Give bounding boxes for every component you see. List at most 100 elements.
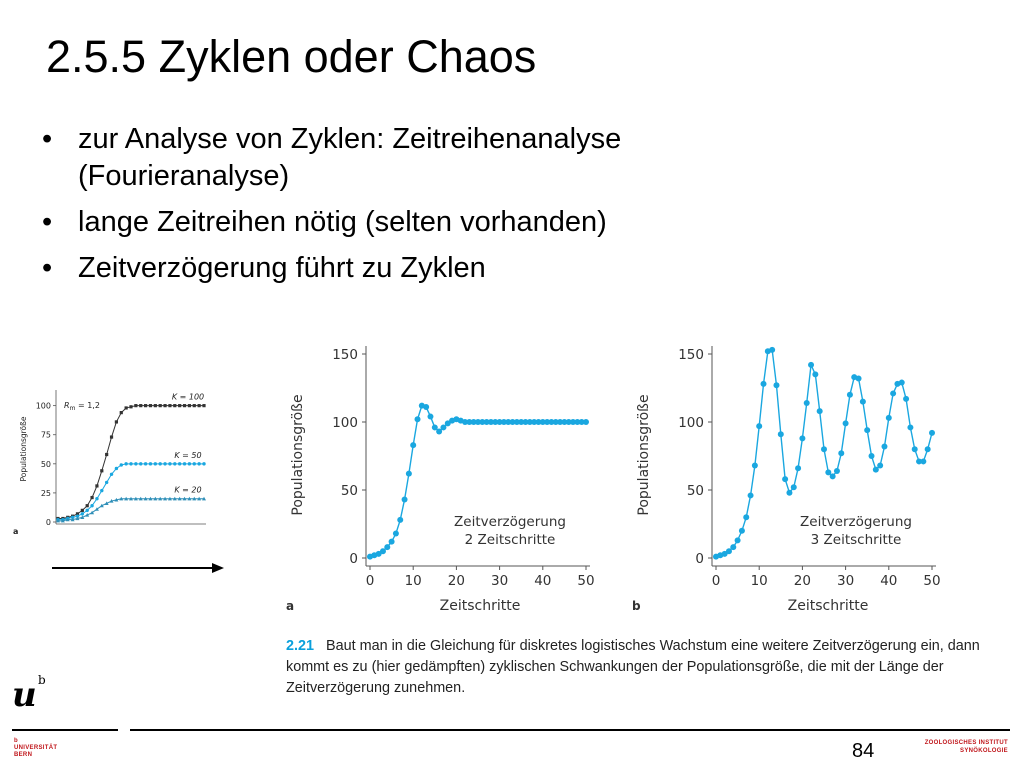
small-data-point: [75, 512, 80, 516]
small-data-point: [202, 404, 206, 408]
small-k-label: K = 50: [174, 451, 201, 460]
data-point: [570, 419, 577, 425]
data-point: [483, 419, 490, 425]
footer-rule-left: [12, 729, 118, 731]
data-point: [496, 419, 503, 425]
data-point: [760, 380, 767, 387]
small-data-point: [173, 404, 177, 408]
data-point: [392, 530, 399, 537]
y-tick-label: 150: [332, 347, 358, 363]
small-data-point: [100, 469, 104, 473]
data-point: [388, 538, 395, 545]
data-point: [427, 413, 434, 420]
chart-b-ylabel: Populationsgröße: [636, 394, 652, 515]
data-point: [384, 544, 391, 551]
data-point: [868, 453, 875, 459]
chart-a: Populationsgröße Zeitschritte a Zeitverz…: [282, 336, 612, 622]
caption-text: Baut man in die Gleichung für diskretes …: [286, 638, 980, 696]
data-point: [405, 470, 412, 477]
small-data-point: [100, 488, 104, 493]
data-point: [561, 419, 568, 425]
data-point: [375, 550, 382, 557]
data-point: [578, 419, 585, 425]
data-point: [539, 419, 546, 425]
small-data-point: [80, 508, 84, 512]
data-point: [782, 476, 789, 483]
chart-a-panel-label: a: [286, 599, 294, 613]
data-point: [790, 484, 797, 491]
data-point: [565, 419, 572, 425]
small-data-point: [109, 472, 114, 476]
small-data-point: [177, 462, 182, 466]
data-point: [808, 361, 815, 368]
data-point: [747, 492, 754, 499]
data-point: [842, 420, 849, 427]
small-data-point: [153, 496, 158, 501]
small-data-point: [70, 517, 75, 522]
small-data-point: [104, 480, 109, 485]
small-data-point: [187, 496, 192, 501]
x-tick-label: 10: [751, 573, 768, 589]
bullet-symbol: •: [42, 252, 53, 284]
small-data-point: [187, 404, 191, 408]
small-data-point: [124, 496, 129, 501]
small-logistic-chart: Populationsgröße a Rm = 1,2 0 25 50 75 100 K …: [6, 372, 218, 542]
small-data-point: [114, 466, 119, 471]
small-data-point: [148, 404, 153, 408]
small-data-point: [109, 499, 114, 503]
data-point: [756, 423, 763, 430]
small-data-point: [95, 497, 99, 501]
data-point: [509, 419, 516, 425]
chart-b: Populationsgröße Zeitschritte b Zeitverz…: [628, 336, 958, 622]
footer-rule-right: [130, 729, 1010, 731]
small-data-point: [94, 507, 99, 511]
data-point: [838, 450, 845, 457]
data-point: [548, 419, 555, 425]
data-point: [833, 467, 840, 474]
small-data-point: [172, 496, 177, 501]
small-data-point: [119, 463, 123, 467]
right-arrow-icon: [52, 563, 224, 573]
small-data-point: [158, 404, 162, 408]
small-data-point: [104, 501, 109, 505]
small-data-point: [139, 404, 143, 408]
small-y-tick-label: 25: [41, 489, 51, 498]
data-point: [500, 419, 507, 425]
data-point: [725, 548, 732, 555]
small-data-point: [167, 496, 172, 501]
small-data-point: [153, 404, 157, 408]
y-tick-label: 0: [695, 551, 704, 567]
data-point: [444, 420, 451, 427]
y-tick-label: 0: [349, 551, 358, 567]
data-point: [574, 419, 581, 425]
data-point: [821, 446, 827, 453]
data-point: [526, 419, 533, 425]
data-point: [721, 550, 728, 557]
small-data-point: [129, 462, 133, 466]
logo-letter: u: [12, 675, 37, 715]
bullet-text: Zeitverzögerung führt zu Zyklen: [78, 252, 486, 284]
data-point: [738, 527, 745, 534]
small-data-point: [114, 497, 119, 502]
data-point: [431, 424, 438, 431]
data-point: [518, 419, 525, 425]
small-data-point: [129, 496, 133, 501]
small-data-point: [90, 510, 95, 515]
small-series-line: [58, 498, 204, 522]
small-chart-rm-label: Rm = 1,2: [64, 401, 100, 412]
small-k-label: K = 20: [174, 486, 201, 495]
small-data-point: [144, 404, 148, 408]
data-point: [436, 428, 443, 435]
data-point: [730, 544, 737, 551]
data-point: [812, 371, 819, 378]
small-data-point: [197, 462, 201, 466]
data-point: [505, 419, 512, 425]
data-point: [557, 419, 564, 425]
small-data-point: [163, 496, 168, 501]
data-point: [864, 427, 871, 434]
chart-b-panel-label: b: [632, 599, 641, 613]
small-data-point: [192, 404, 196, 408]
data-point: [466, 419, 473, 425]
small-data-point: [148, 496, 153, 501]
data-point: [872, 466, 879, 473]
